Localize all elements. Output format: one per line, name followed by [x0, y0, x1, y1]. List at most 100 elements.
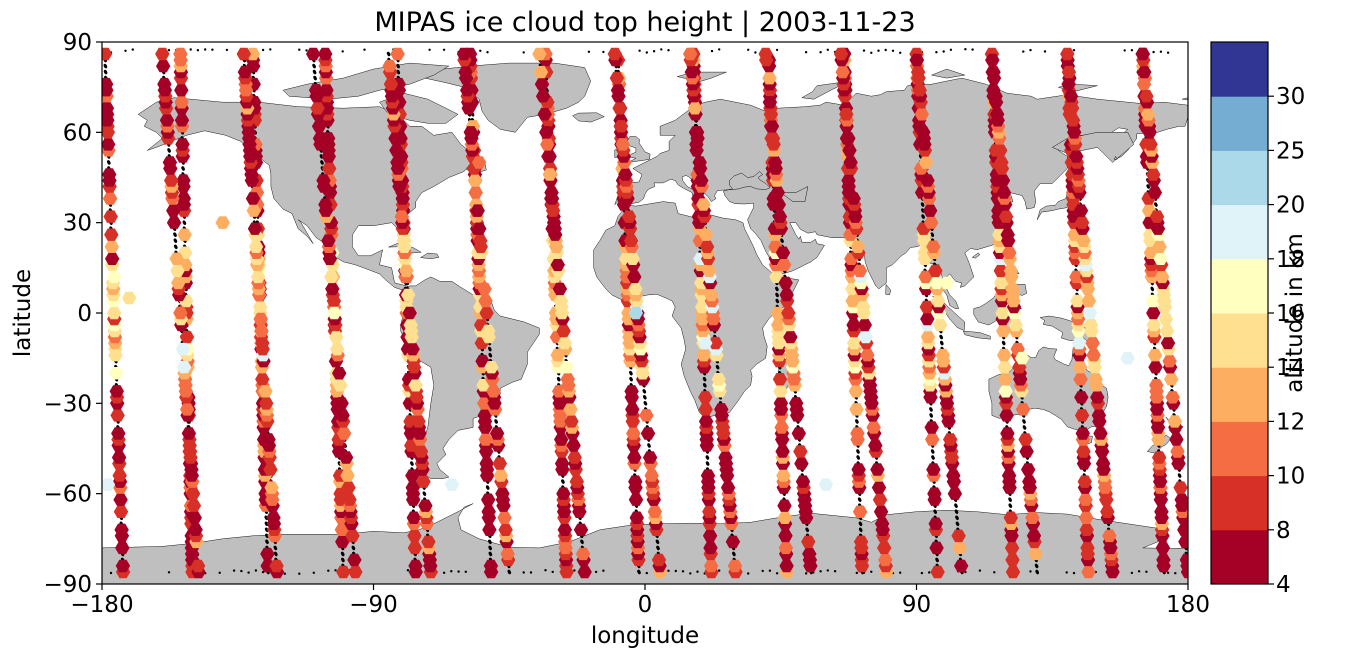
track-point [334, 569, 337, 572]
cloud-point [155, 47, 170, 61]
cloud-point [563, 403, 578, 416]
cloud-point [553, 294, 569, 308]
colorbar-tick-label: 10 [1276, 464, 1305, 490]
cloud-point [556, 324, 571, 338]
cloud-point [871, 481, 887, 494]
track-point [1145, 570, 1148, 573]
cloud-point [444, 478, 460, 491]
cloud-point [618, 168, 633, 181]
cloud-point [1070, 294, 1085, 308]
cloud-point [612, 102, 627, 115]
cloud-point [411, 415, 426, 428]
landmass-sri-lanka [885, 284, 892, 296]
track-point [508, 571, 511, 574]
track-point [747, 572, 750, 575]
cloud-point [113, 505, 129, 518]
cloud-point [711, 373, 726, 386]
track-point [1022, 50, 1025, 53]
track-point [340, 551, 345, 557]
track-point [240, 569, 243, 573]
cloud-point [704, 288, 719, 302]
cloud-point [868, 439, 883, 452]
track-point [1177, 473, 1182, 478]
cloud-point [247, 222, 263, 235]
cloud-point [777, 499, 792, 512]
cloud-point [104, 228, 119, 241]
cloud-point [607, 47, 622, 61]
y-tick-label: −90 [43, 572, 92, 598]
cloud-point [407, 541, 423, 555]
cloud-point [173, 306, 188, 320]
cloud-point [109, 385, 124, 398]
cloud-point [559, 361, 574, 374]
cloud-point [541, 150, 556, 163]
track-point [211, 48, 214, 51]
track-point [264, 527, 269, 533]
cloud-point [185, 487, 201, 500]
track-point [107, 160, 111, 165]
cloud-point [1093, 427, 1108, 440]
cloud-point [1156, 553, 1171, 567]
cloud-point [1008, 318, 1023, 332]
cloud-point [481, 505, 496, 518]
cloud-point [550, 258, 565, 272]
cloud-point [770, 186, 785, 199]
cloud-point [926, 463, 941, 476]
cloud-point [772, 210, 788, 223]
cloud-point [849, 403, 864, 416]
track-point [488, 539, 492, 545]
cloud-point [628, 475, 643, 488]
cloud-point [778, 529, 793, 543]
y-tick-label: 90 [63, 30, 92, 56]
cloud-point [106, 306, 122, 320]
cloud-point [847, 336, 862, 350]
track-point [805, 527, 809, 533]
cloud-point [694, 300, 710, 314]
track-point [428, 48, 431, 51]
x-tick-label: 90 [902, 592, 931, 618]
cloud-point [870, 463, 885, 476]
track-point [920, 571, 924, 575]
cloud-point [702, 529, 718, 543]
cloud-point [402, 306, 417, 320]
cloud-point [1145, 294, 1160, 308]
track-point [978, 569, 982, 572]
cloud-point [479, 457, 494, 470]
cloud-point [188, 523, 203, 536]
cloud-point [699, 240, 715, 253]
track-point [486, 51, 489, 54]
cloud-point [778, 541, 794, 555]
cloud-point [873, 505, 889, 518]
colorbar-segment [1211, 42, 1268, 97]
cloud-point [689, 126, 705, 139]
cloud-point [336, 565, 351, 579]
track-point [826, 48, 829, 51]
cloud-point [1028, 547, 1043, 561]
track-point [189, 48, 192, 51]
cloud-point [102, 138, 116, 151]
track-point [884, 48, 887, 52]
track-point [858, 527, 863, 533]
cloud-point [698, 403, 713, 416]
cloud-point [764, 120, 780, 133]
cloud-point [704, 559, 719, 573]
cloud-point [338, 451, 354, 464]
y-axis-ticks: −90 −60 −30 0 30 60 90 [43, 30, 102, 598]
cloud-point [923, 204, 938, 217]
cloud-point [1086, 348, 1101, 362]
track-point [386, 51, 391, 57]
cloud-point [853, 535, 869, 549]
cloud-point [916, 126, 931, 139]
cloud-point [215, 216, 230, 229]
track-point [464, 570, 467, 573]
cloud-point [1159, 324, 1175, 338]
cloud-point [996, 186, 1012, 199]
cloud-point [334, 397, 349, 410]
cloud-point [1167, 415, 1182, 428]
track-point [254, 569, 258, 572]
cloud-point [463, 126, 478, 139]
cloud-point [312, 132, 328, 145]
colorbar-tick-label: 30 [1276, 84, 1305, 110]
cloud-point [1015, 403, 1031, 416]
map-area [102, 42, 1188, 584]
